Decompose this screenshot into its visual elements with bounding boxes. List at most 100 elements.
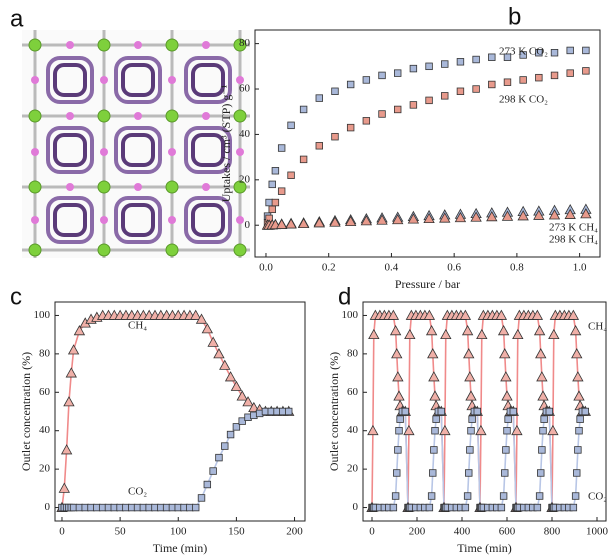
data-point [394,446,402,454]
data-point [566,46,574,55]
data-point [501,210,514,221]
x-tick-label: 100 [170,526,187,538]
y-tick-label: 100 [342,309,359,321]
data-point [440,328,452,340]
series-label: 273 K CO₂ [499,46,548,58]
y-tick-label: 20 [347,463,359,475]
panel-label: c [10,283,22,310]
data-point [313,217,325,228]
data-point [285,407,293,416]
data-point [425,324,438,336]
data-point [456,58,465,66]
data-point [454,211,467,223]
data-point [423,212,435,224]
data-point [423,309,436,320]
data-point [367,424,379,436]
data-point [230,380,243,391]
data-point [464,371,476,382]
data-point [533,209,545,220]
data-point [203,480,212,489]
data-point [571,492,580,500]
series-label: 298 K CO₂ [499,94,548,106]
x-tick-label: 0 [59,526,65,538]
x-axis-label: Pressure / bar [395,277,460,291]
x-tick-label: 800 [544,526,561,538]
data-point [209,467,217,475]
data-point [519,51,527,59]
series-label: CH₄ [128,320,147,332]
data-point [219,359,231,370]
plot-frame [254,29,601,258]
data-point [297,217,310,229]
data-point [346,80,355,89]
data-point [73,324,86,336]
data-point [430,446,438,454]
x-tick-label: 0.2 [322,262,336,274]
y-tick-label: 80 [39,347,51,359]
data-point [238,417,246,425]
data-point [550,71,559,80]
data-point [213,348,225,359]
data-point [548,209,561,220]
data-point [501,390,513,401]
panel-label: a [10,5,24,32]
data-point [512,328,524,340]
x-tick-label: 150 [228,526,245,538]
data-point [409,101,418,109]
data-point [517,210,529,221]
data-point [573,390,585,401]
data-point [476,328,488,340]
data-point [429,390,441,401]
data-point [500,371,512,382]
data-point [394,69,402,77]
data-point [299,155,308,164]
x-tick-label: 50 [115,526,127,538]
data-point [404,328,416,340]
data-point [535,73,543,82]
data-point [285,218,297,229]
series-label: 273 K CH₄ [549,222,598,234]
data-point [392,371,404,382]
y-axis-label: Outlet concentration (%) [327,352,341,471]
y-tick-label: 100 [34,309,51,321]
data-point [488,80,496,89]
data-point [472,55,480,64]
data-point [215,453,223,462]
data-point [425,62,433,71]
data-point [509,407,517,416]
y-tick-label: 0 [245,219,251,231]
data-point [387,309,400,320]
x-tick-label: 0.0 [259,262,273,274]
series-label: CO₂ [588,491,607,503]
data-point [268,180,276,189]
data-point [466,446,474,454]
data-point [344,215,357,226]
data-point [537,469,545,477]
data-point [63,396,75,407]
data-point [265,198,273,207]
data-point [463,492,472,500]
data-point [550,49,559,57]
data-point [574,446,582,454]
plot-area [261,46,592,230]
data-point [539,427,547,435]
data-point [432,415,440,423]
y-tick-label: 80 [239,37,251,49]
data-point [389,324,402,336]
data-point [576,415,584,423]
data-point [427,492,436,500]
data-point [572,371,584,382]
data-point [394,105,402,114]
panel-label: b [508,3,521,30]
data-point [531,309,544,320]
data-point [465,469,473,477]
data-point [495,309,508,320]
data-point [473,407,481,416]
data-point [277,187,286,195]
data-point [395,427,403,435]
y-tick-label: 80 [347,347,359,359]
data-point [329,216,341,227]
data-point [236,390,248,401]
data-point [226,430,235,439]
x-tick-label: 1000 [586,526,609,538]
